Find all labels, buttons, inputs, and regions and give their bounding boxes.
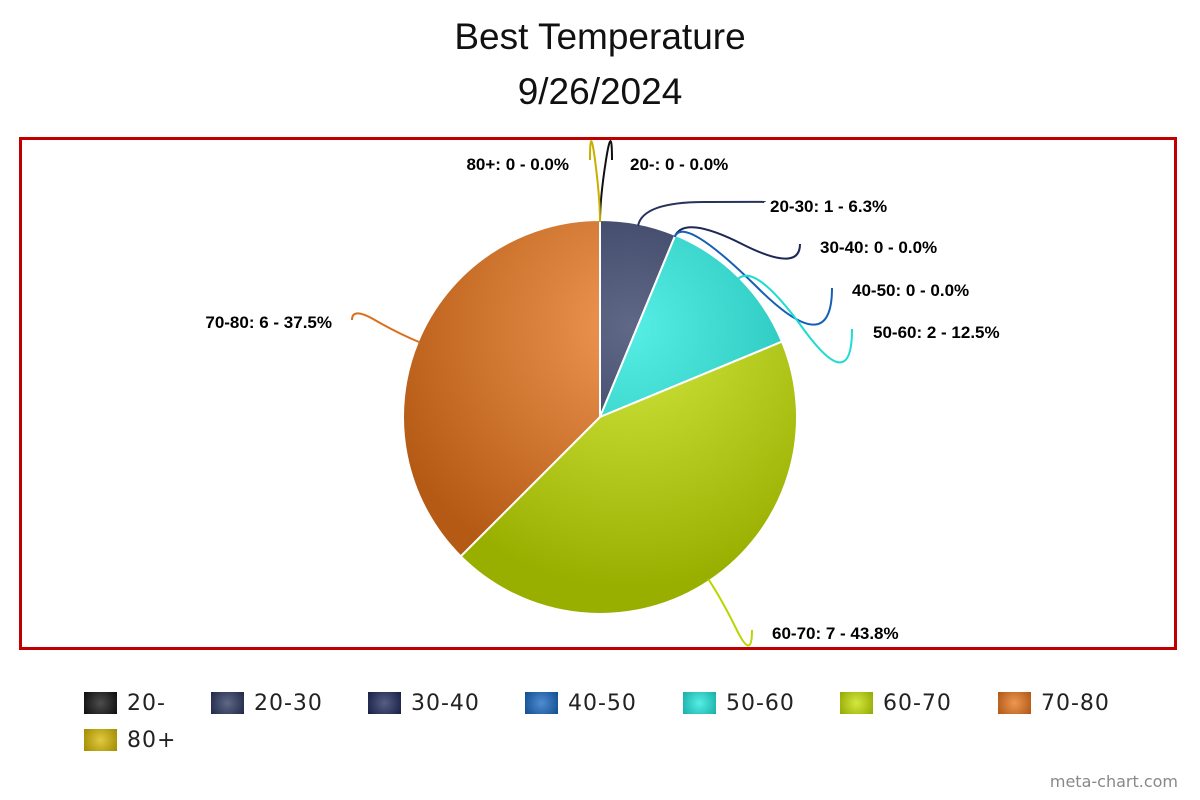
legend-label: 50-60	[726, 690, 795, 716]
legend-swatch	[998, 692, 1031, 714]
leader-line-40-50	[673, 230, 833, 326]
data-label-20-30: 20-30: 1 - 6.3%	[770, 197, 887, 216]
legend-label: 20-30	[254, 690, 323, 716]
data-label-70-80: 70-80: 6 - 37.5%	[205, 313, 332, 332]
legend-label: 80+	[127, 727, 177, 753]
leader-line-60-70	[707, 578, 753, 647]
leader-line-20	[599, 140, 613, 223]
legend-item-20[interactable]: 20-	[84, 688, 166, 718]
legend-item-50-60[interactable]: 50-60	[683, 688, 795, 718]
data-label-80plus: 80+: 0 - 0.0%	[466, 155, 569, 174]
legend-label: 70-80	[1041, 690, 1110, 716]
chart-title: Best Temperature	[454, 16, 746, 57]
chart-subtitle: 9/26/2024	[517, 71, 683, 112]
legend-label: 40-50	[568, 690, 637, 716]
legend-label: 60-70	[883, 690, 952, 716]
legend-item-20-30[interactable]: 20-30	[211, 688, 323, 718]
legend-swatch	[525, 692, 558, 714]
data-label-40-50: 40-50: 0 - 0.0%	[852, 281, 969, 300]
legend-item-30-40[interactable]: 30-40	[368, 688, 480, 718]
data-label-30-40: 30-40: 0 - 0.0%	[820, 238, 937, 257]
credit-text: meta-chart.com	[1049, 772, 1178, 791]
data-label-60-70: 60-70: 7 - 43.8%	[772, 624, 899, 643]
plot-area-frame	[19, 137, 1177, 650]
legend-swatch	[683, 692, 716, 714]
legend-swatch	[84, 729, 117, 751]
legend-swatch	[368, 692, 401, 714]
leader-line-20-30	[637, 200, 766, 227]
legend-label: 30-40	[411, 690, 480, 716]
data-label-20: 20-: 0 - 0.0%	[630, 155, 728, 174]
legend-item-40-50[interactable]: 40-50	[525, 688, 637, 718]
data-label-50-60: 50-60: 2 - 12.5%	[873, 323, 1000, 342]
leader-line-30-40	[673, 226, 801, 260]
legend-swatch	[211, 692, 244, 714]
legend-swatch	[840, 692, 873, 714]
legend-item-80plus[interactable]: 80+	[84, 725, 176, 755]
legend-item-70-80[interactable]: 70-80	[998, 688, 1110, 718]
leader-line-50-60	[737, 274, 853, 364]
leader-line-70-80	[351, 312, 421, 344]
legend-item-60-70[interactable]: 60-70	[840, 688, 952, 718]
legend-label: 20-	[127, 690, 166, 716]
legend-swatch	[84, 692, 117, 714]
leader-line-80plus	[589, 140, 601, 223]
